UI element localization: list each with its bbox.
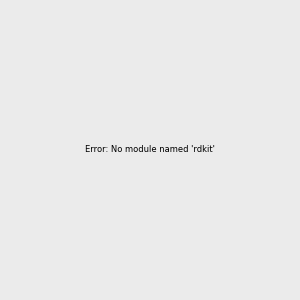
- Text: Error: No module named 'rdkit': Error: No module named 'rdkit': [85, 146, 215, 154]
